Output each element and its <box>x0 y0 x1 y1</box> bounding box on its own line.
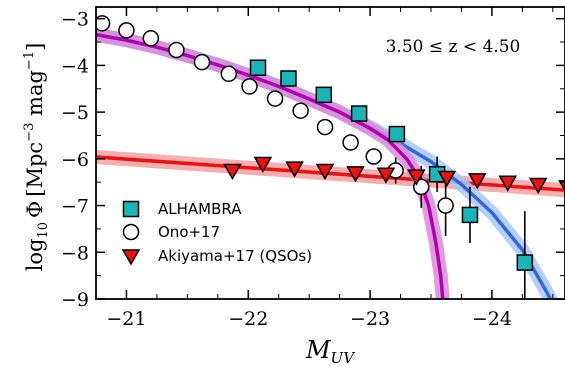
y-tick-label: −4 <box>61 55 89 77</box>
data-markers <box>96 15 565 271</box>
legend-marker-ono17 <box>122 223 140 241</box>
legend-label-ono17: Ono+17 <box>158 223 220 241</box>
legend-marker-alhambra <box>122 200 140 218</box>
legend-label-alhambra: ALHAMBRA <box>158 200 242 218</box>
akiyama17-point <box>315 163 335 181</box>
akiyama17-point <box>558 180 565 193</box>
legend: ALHAMBRA Ono+17 Akiyama+17 (QSOs) <box>121 200 312 266</box>
legend-marker-akiyama17 <box>121 249 141 266</box>
ono17-point <box>142 30 160 47</box>
akiyama17-point <box>376 167 396 184</box>
y-tick-label: −6 <box>61 149 89 171</box>
akiyama17-point <box>528 177 548 195</box>
ono17-point <box>193 53 211 71</box>
alhambra-point <box>249 59 267 76</box>
y-axis-label-log-subscript: 10 <box>36 222 51 239</box>
alhambra-point <box>280 70 297 87</box>
x-tick-label: −21 <box>106 308 146 330</box>
alhambra-point <box>388 125 406 143</box>
axis-ticks: −21 −22 −23 −24 −3 −4 −5 −6 −7 −8 −9 <box>61 7 565 330</box>
ono17-point <box>342 134 359 151</box>
ono17-point <box>365 148 382 165</box>
legend-label-akiyama17: Akiyama+17 (QSOs) <box>158 247 312 265</box>
akiyama17-point <box>253 156 273 174</box>
y-axis-label-exp1: −3 <box>22 123 37 142</box>
plot-frame <box>95 6 565 300</box>
ono17-point <box>292 102 309 119</box>
y-tick-label: −9 <box>61 289 89 311</box>
x-axis-label-subscript: UV <box>331 349 357 367</box>
y-axis-label-units-mid: mag <box>23 70 47 123</box>
akiyama17-point <box>346 166 365 183</box>
y-axis-label-units-open: [Mpc <box>23 142 47 197</box>
qso-fit-line <box>96 155 565 192</box>
y-tick-label: −8 <box>61 242 89 264</box>
y-tick-label: −3 <box>61 9 89 31</box>
alhambra-point <box>461 206 479 224</box>
ono17-point <box>316 118 334 136</box>
alhambra-point <box>350 105 368 122</box>
alhambra-point <box>315 86 333 104</box>
ono17-point <box>241 78 258 95</box>
ono17-point <box>437 197 454 214</box>
y-axis-label-exp2: −1 <box>22 51 37 70</box>
akiyama17-point <box>498 175 518 192</box>
redshift-annotation: 3.50 ≤ z < 4.50 <box>386 37 521 57</box>
akiyama17-point <box>437 170 457 188</box>
ono17-point <box>220 65 238 83</box>
akiyama17-point <box>407 169 426 186</box>
akiyama17-point <box>285 161 304 178</box>
x-axis-label-main: M <box>305 336 332 364</box>
y-axis-label-units-close: ] <box>23 43 47 51</box>
ono17-point <box>266 90 284 107</box>
y-tick-label: −5 <box>61 102 89 124</box>
akiyama17-point <box>467 173 487 190</box>
ono17-point <box>168 41 185 59</box>
y-axis-label: log10 Φ [Mpc−3 mag−1] <box>22 43 51 272</box>
y-axis-label-log: log <box>23 238 47 271</box>
alhambra-point <box>516 254 534 271</box>
ono17-point <box>118 22 135 39</box>
x-tick-label: −23 <box>350 308 390 330</box>
akiyama17-point <box>223 163 242 181</box>
x-tick-label: −24 <box>472 308 512 330</box>
y-tick-label: −7 <box>61 196 89 218</box>
x-axis-label: MUV <box>305 336 356 367</box>
ono17-point <box>96 15 111 32</box>
x-tick-label: −22 <box>228 308 268 330</box>
y-axis-label-phi: Φ <box>23 201 47 218</box>
